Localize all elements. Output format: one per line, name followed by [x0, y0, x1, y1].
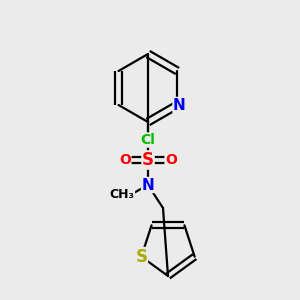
Text: S: S [135, 248, 147, 266]
Text: S: S [142, 151, 154, 169]
Text: N: N [142, 178, 154, 193]
Text: CH₃: CH₃ [110, 188, 134, 202]
Text: O: O [165, 153, 177, 167]
Text: Cl: Cl [141, 133, 155, 147]
Text: O: O [119, 153, 131, 167]
Text: N: N [173, 98, 186, 112]
